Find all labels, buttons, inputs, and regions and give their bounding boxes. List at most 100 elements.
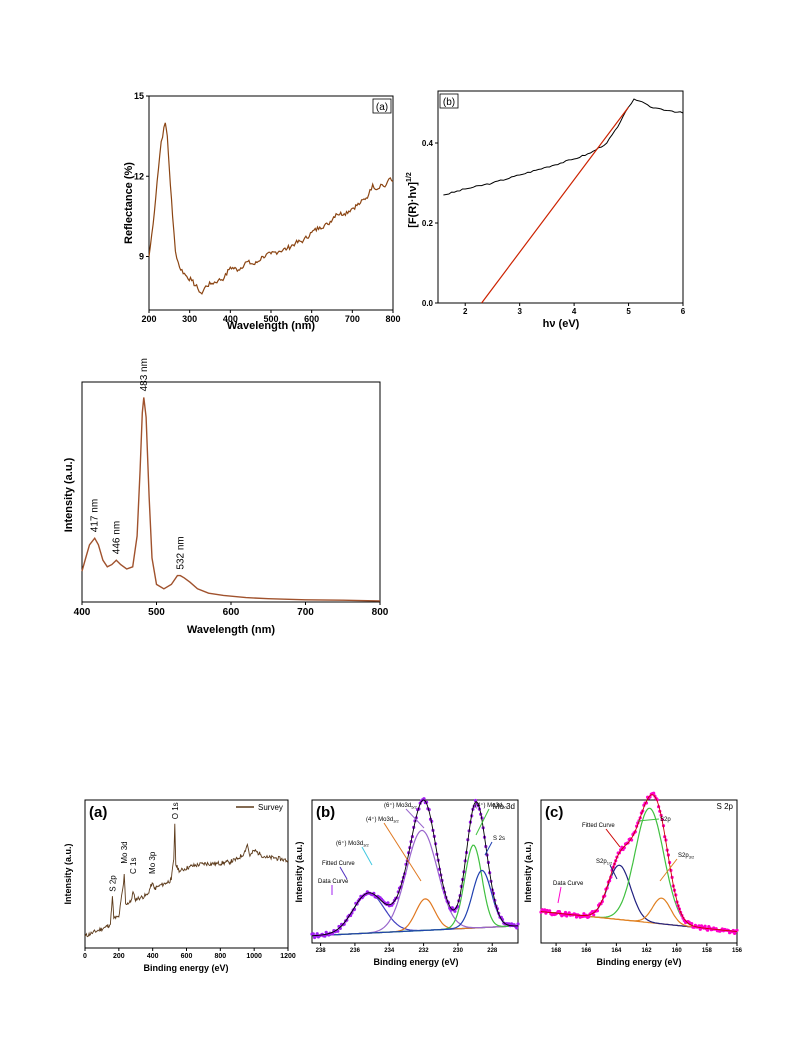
- xps-mo3d-chart: 238 236 234 232 230 228 Data Curve Fitted Curv…: [294, 797, 520, 967]
- tauc-series-curve: [443, 98, 684, 196]
- tauc-x-tick-label: 3: [517, 307, 522, 316]
- tauc-y-axis-label: [F(R)·hν]1/2: [406, 172, 419, 228]
- xps-s2p-component-label-text: S2p: [596, 859, 607, 865]
- xps-survey-x-tick-label: 200: [113, 953, 125, 960]
- xps-survey-series-line: [84, 823, 289, 938]
- xps-s2p-x-axis-label: Binding energy (eV): [596, 957, 681, 967]
- pl-x-tick-label: 400: [74, 607, 91, 618]
- xps-s2p-data-point: [706, 928, 710, 932]
- tauc-y-tick-label: 0.2: [422, 219, 434, 228]
- xps-s2p-x-tick-label: 156: [732, 948, 743, 954]
- xps-mo3d-component-label: Fitted Curve: [322, 861, 355, 867]
- reflectance-x-tick-label: 700: [345, 314, 360, 324]
- xps-s2p-data-point: [690, 922, 694, 926]
- xps-s2p-data-point: [652, 791, 656, 795]
- xps-s2p-y-axis-label: Intensity (a.u.): [523, 841, 533, 902]
- pl-peak-label: 483 nm: [139, 358, 150, 391]
- xps-s2p-x-tick-label: 166: [581, 948, 592, 954]
- xps-s2p-data-point: [703, 924, 707, 928]
- xps-mo3d-component-label-text: (6⁺) Mo3d: [384, 802, 411, 809]
- xps-mo3d-component-label-text: Data Curve: [318, 879, 349, 885]
- xps-mo3d-component-label-subscript: 3/2: [363, 843, 369, 848]
- xps-mo3d-component-label-subscript: 3/2: [393, 819, 399, 824]
- reflectance-x-tick-label: 200: [141, 314, 156, 324]
- reflectance-panel-label-box: [372, 98, 392, 114]
- tauc-x-axis-label: hν (eV): [543, 318, 580, 330]
- xps-s2p-chart: 168 166 164 162 160 158 156 Data Curve Fitted C…: [523, 791, 743, 967]
- pl-y-axis-label: Intensity (a.u.): [63, 457, 75, 532]
- xps-s2p-x-tick-label: 162: [642, 948, 653, 954]
- reflectance-y-axis-label: Reflectance (%): [123, 162, 135, 244]
- xps-s2p-label-pointer: [605, 828, 621, 848]
- xps-survey-peak-label: C 1s: [129, 858, 138, 874]
- xps-mo3d-x-tick-label: 234: [384, 948, 395, 954]
- xps-mo3d-component-label-text: (6⁺) Mo3d: [336, 840, 363, 847]
- tauc-y-tick-label: 0.4: [422, 139, 434, 148]
- xps-mo3d-title: Mo 3d: [493, 802, 515, 811]
- xps-mo3d-component-label: (6⁺) Mo3d3/2: [336, 840, 370, 848]
- xps-s2p-component-label-subscript: 3/2: [689, 855, 695, 860]
- xps-s2p-title: S 2p: [717, 802, 734, 811]
- xps-mo3d-component-label: (4⁺) Mo3d3/2: [366, 816, 400, 824]
- xps-mo3d-peak-component-s2s: [312, 869, 518, 937]
- xps-mo3d-x-tick-label: 228: [487, 948, 498, 954]
- xps-s2p-data-point: [592, 913, 596, 917]
- xps-mo3d-data-point: [331, 932, 335, 936]
- xps-s2p-x-tick-label: 164: [611, 948, 622, 954]
- xps-survey-x-tick-label: 0: [83, 953, 87, 960]
- tauc-y-tick-label: 0.0: [422, 299, 434, 308]
- xps-mo3d-x-tick-label: 230: [453, 948, 464, 954]
- pl-x-tick-label: 700: [297, 607, 314, 618]
- xps-survey-x-tick-label: 1000: [246, 953, 262, 960]
- tauc-panel-label-box: [439, 93, 459, 109]
- xps-s2p-component-label-text: Data Curve: [553, 881, 584, 887]
- tauc-y-axis-label-main: [F(R)·hν]: [407, 182, 419, 228]
- reflectance-series-line: [148, 122, 394, 295]
- pl-x-tick-label: 600: [223, 607, 240, 618]
- reflectance-y-tick-label: 9: [139, 252, 144, 262]
- xps-mo3d-x-tick-label: 236: [350, 948, 361, 954]
- tauc-panel-label: (b): [443, 97, 455, 108]
- pl-x-tick-label: 500: [148, 607, 165, 618]
- xps-mo3d-label-pointer: [383, 822, 422, 882]
- pl-x-tick-label: 800: [372, 607, 389, 618]
- xps-mo3d-x-tick-label: 238: [316, 948, 327, 954]
- xps-mo3d-data-point: [515, 926, 519, 930]
- xps-survey-peak-label: Mo 3p: [148, 851, 157, 874]
- reflectance-x-tick-label: 600: [304, 314, 319, 324]
- xps-s2p-data-point: [582, 912, 586, 916]
- xps-s2p-x-tick-label: 160: [672, 948, 683, 954]
- xps-s2p-x-tick-label: 168: [551, 948, 562, 954]
- xps-survey-panel-label: (a): [89, 804, 107, 821]
- xps-s2p-data-point: [697, 924, 701, 928]
- reflectance-x-tick-label: 400: [223, 314, 238, 324]
- xps-s2p-component-label: S2p: [660, 817, 671, 823]
- xps-mo3d-component-label: Data Curve: [318, 879, 349, 885]
- xps-s2p-label-pointer: [557, 886, 562, 904]
- xps-mo3d-component-label-text: (4⁺) Mo3d: [366, 816, 393, 823]
- xps-mo3d-component-label-text: S 2s: [493, 836, 505, 842]
- xps-s2p-data-point: [543, 908, 547, 912]
- xps-s2p-component-label-text: Fitted Curve: [582, 823, 615, 829]
- tauc-x-tick-label: 6: [681, 307, 686, 316]
- xps-mo3d-data-point: [453, 909, 457, 913]
- xps-s2p-component-label-subscript: 1/2: [607, 861, 613, 866]
- xps-mo3d-data-point: [315, 932, 319, 936]
- reflectance-chart: 200 300 400 500 600 700 800 9 12 15 (a) Wavelengt…: [123, 91, 401, 332]
- xps-mo3d-label-pointer: [361, 846, 373, 866]
- xps-mo3d-label-pointer: [484, 841, 493, 856]
- xps-mo3d-data-point: [386, 901, 390, 905]
- xps-survey-x-axis-label: Binding energy (eV): [143, 963, 228, 973]
- xps-mo3d-data-point: [516, 922, 520, 926]
- xps-s2p-label-pointer: [637, 818, 660, 822]
- xps-survey-x-tick-label: 400: [147, 953, 159, 960]
- xps-s2p-component-label: S2p1/2: [596, 859, 613, 866]
- xps-mo3d-data-point: [391, 901, 395, 905]
- tauc-x-tick-label: 2: [463, 307, 468, 316]
- xps-s2p-data-point: [563, 910, 568, 915]
- reflectance-y-tick-label: 15: [134, 91, 144, 101]
- xps-mo3d-fitted-curve: [311, 799, 518, 937]
- xps-s2p-label-pointer: [659, 858, 678, 882]
- xps-mo3d-data-point: [473, 798, 478, 803]
- xps-mo3d-data-point: [311, 932, 315, 936]
